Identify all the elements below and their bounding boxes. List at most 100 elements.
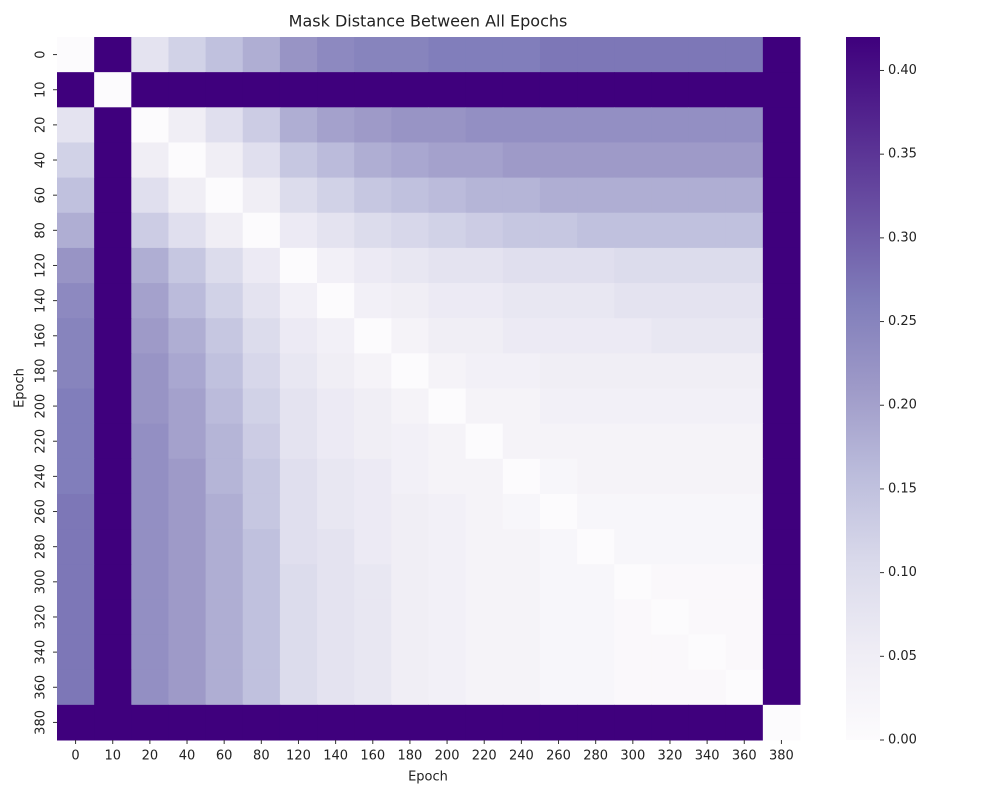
heatmap-cell	[168, 283, 207, 319]
heatmap-cell	[391, 423, 429, 460]
heatmap-cell	[57, 72, 95, 108]
heatmap-cell	[205, 529, 244, 565]
heatmap-cell	[242, 458, 281, 495]
heatmap-cell	[725, 142, 764, 179]
heatmap-cell	[428, 388, 467, 425]
x-tick-label: 160	[360, 749, 385, 764]
heatmap-cell	[317, 423, 355, 460]
heatmap-cell	[502, 353, 541, 389]
heatmap-cell	[688, 72, 727, 108]
heatmap-cell	[317, 353, 355, 389]
heatmap-cell	[279, 318, 318, 354]
heatmap-cell	[354, 564, 392, 600]
heatmap-cell	[725, 493, 764, 530]
heatmap-cell	[465, 423, 504, 460]
heatmap-cell	[502, 107, 541, 143]
heatmap-cell	[391, 669, 429, 706]
y-tick-label: 260	[34, 499, 49, 524]
colorbar-tick-label: 0.35	[888, 147, 917, 162]
heatmap-cell	[762, 704, 801, 741]
heatmap-cell	[725, 177, 764, 214]
heatmap-cell	[391, 704, 429, 741]
heatmap-cell	[651, 634, 690, 671]
heatmap-cell	[168, 529, 207, 565]
heatmap-cell	[131, 107, 169, 143]
heatmap-cell	[539, 388, 578, 425]
heatmap-cell	[465, 142, 504, 179]
heatmap-cell	[94, 283, 132, 319]
y-tick-label: 340	[34, 640, 49, 665]
heatmap-cell	[354, 423, 392, 460]
heatmap-cell	[242, 177, 281, 214]
heatmap-cell	[131, 529, 169, 565]
heatmap-cell	[428, 247, 467, 284]
heatmap-cell	[688, 423, 727, 460]
y-tick-label: 10	[34, 81, 49, 98]
heatmap-cell	[57, 599, 95, 636]
heatmap-cell	[725, 564, 764, 600]
heatmap-cell	[57, 388, 95, 425]
heatmap-cell	[502, 247, 541, 284]
heatmap-cell	[242, 388, 281, 425]
heatmap-cell	[577, 318, 615, 354]
heatmap-cell	[354, 529, 392, 565]
heatmap-cell	[168, 247, 207, 284]
heatmap-cell	[428, 564, 467, 600]
heatmap-cell	[577, 353, 615, 389]
heatmap-cell	[428, 529, 467, 565]
heatmap-cell	[131, 564, 169, 600]
heatmap-cell	[725, 283, 764, 319]
y-tick-label: 320	[34, 605, 49, 630]
heatmap-cell	[94, 564, 132, 600]
heatmap-cell	[242, 669, 281, 706]
heatmap-cell	[688, 318, 727, 354]
heatmap-cell	[168, 37, 207, 73]
heatmap-cell	[465, 177, 504, 214]
colorbar-tick-label: 0.30	[888, 230, 917, 245]
heatmap-cell	[614, 704, 652, 741]
heatmap-cell	[131, 353, 169, 389]
heatmap-cell	[391, 353, 429, 389]
heatmap-cell	[317, 634, 355, 671]
heatmap-cell	[242, 599, 281, 636]
heatmap-cell	[317, 177, 355, 214]
heatmap-cell	[688, 634, 727, 671]
heatmap-cell	[577, 704, 615, 741]
heatmap-cell	[391, 177, 429, 214]
heatmap-cell	[354, 634, 392, 671]
heatmap-cell	[279, 634, 318, 671]
heatmap-cell	[354, 458, 392, 495]
heatmap-cell	[354, 37, 392, 73]
heatmap-cell	[428, 283, 467, 319]
heatmap-cell	[168, 669, 207, 706]
heatmap-cell	[428, 423, 467, 460]
heatmap-cell	[651, 599, 690, 636]
heatmap-cell	[354, 177, 392, 214]
x-tick-label: 260	[546, 749, 571, 764]
x-tick-label: 180	[398, 749, 423, 764]
x-tick-label: 340	[695, 749, 720, 764]
heatmap-cell	[539, 493, 578, 530]
heatmap-cell	[205, 458, 244, 495]
heatmap-cell	[762, 177, 801, 214]
heatmap-cell	[651, 107, 690, 143]
heatmap-cell	[577, 388, 615, 425]
heatmap-cell	[168, 318, 207, 354]
heatmap-cell	[205, 493, 244, 530]
heatmap-cell	[539, 704, 578, 741]
heatmap-cell	[94, 318, 132, 354]
heatmap-cell	[242, 564, 281, 600]
heatmap-cell	[57, 353, 95, 389]
heatmap-cell	[279, 212, 318, 249]
heatmap-cell	[131, 177, 169, 214]
heatmap-cell	[614, 493, 652, 530]
heatmap-cell	[502, 318, 541, 354]
heatmap-cell	[317, 283, 355, 319]
heatmap-cell	[131, 247, 169, 284]
heatmap-cell	[205, 599, 244, 636]
heatmap-cell	[391, 458, 429, 495]
heatmap-cell	[762, 212, 801, 249]
heatmap-cell	[577, 529, 615, 565]
heatmap-cell	[391, 599, 429, 636]
heatmap-cell	[762, 493, 801, 530]
